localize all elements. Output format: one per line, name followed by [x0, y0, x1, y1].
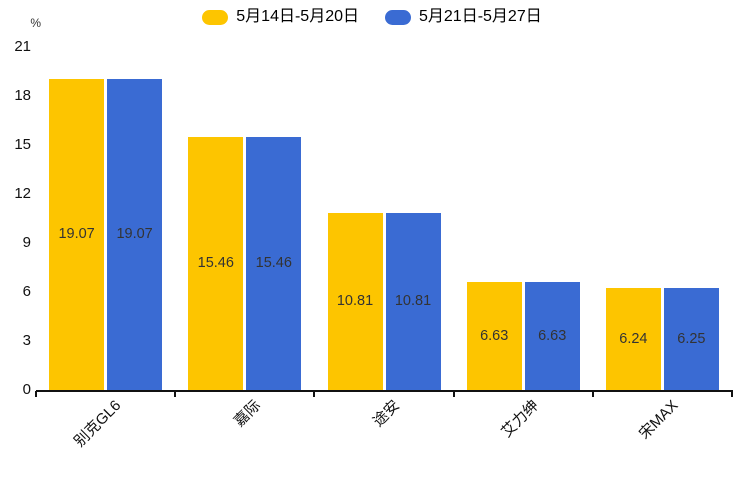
y-tick-label: 18	[14, 87, 31, 104]
bar-value-label: 6.25	[677, 330, 706, 347]
bar-value-label: 6.63	[480, 327, 509, 344]
y-tick-label: 0	[22, 381, 31, 398]
bar-value-label: 6.24	[619, 330, 648, 347]
x-category-label: 宋MAX	[635, 397, 682, 443]
y-axis-unit-label: %	[30, 16, 41, 30]
x-category-label: 艾力绅	[498, 397, 543, 441]
bar-5月21日-5月27日-别克GL6: 19.07	[107, 78, 163, 390]
y-tick-label: 21	[14, 38, 31, 55]
x-tick-mark	[313, 391, 316, 397]
y-tick-label: 6	[22, 283, 31, 300]
bar-5月14日-5月20日-宋MAX: 6.24	[605, 288, 661, 390]
y-tick-label: 12	[14, 185, 31, 202]
y-tick-label: 15	[14, 136, 31, 153]
y-tick-label: 3	[22, 332, 31, 349]
bar-value-label: 10.81	[394, 293, 432, 310]
legend-item-week2[interactable]: 5月21日-5月27日	[385, 9, 542, 25]
bar-value-label: 6.63	[538, 327, 567, 344]
legend-label-week1: 5月14日-5月20日	[236, 8, 359, 25]
x-tick-mark	[35, 391, 37, 397]
bar-value-label: 10.81	[336, 293, 374, 310]
x-tick-mark	[731, 391, 733, 397]
bar-5月14日-5月20日-嘉际: 15.46	[188, 137, 244, 390]
x-category-label: 途安	[369, 397, 404, 431]
bar-value-label: 19.07	[58, 226, 95, 242]
bar-5月21日-5月27日-途安: 10.81	[385, 213, 441, 390]
bar-value-label: 19.07	[116, 226, 153, 242]
x-tick-mark	[452, 391, 455, 397]
bar-value-label: 15.46	[197, 255, 234, 272]
legend-swatch-week1	[202, 9, 229, 25]
x-axis-line	[36, 390, 733, 392]
bar-5月21日-5月27日-嘉际: 15.46	[246, 137, 302, 390]
x-category-label: 嘉际	[230, 397, 264, 431]
bar-value-label: 15.46	[255, 255, 292, 272]
x-category-label: 别克GL6	[71, 397, 125, 451]
legend: 5月14日-5月20日 5月21日-5月27日	[0, 5, 744, 29]
bar-5月21日-5月27日-宋MAX: 6.25	[663, 287, 719, 390]
x-tick-mark	[174, 391, 177, 397]
bar-5月21日-5月27日-艾力绅: 6.63	[524, 281, 580, 390]
legend-item-week1[interactable]: 5月14日-5月20日	[202, 9, 359, 25]
bar-5月14日-5月20日-艾力绅: 6.63	[466, 281, 522, 390]
bar-5月14日-5月20日-别克GL6: 19.07	[49, 78, 105, 390]
legend-label-week2: 5月21日-5月27日	[419, 8, 542, 25]
bar-5月14日-5月20日-途安: 10.81	[327, 213, 383, 390]
y-tick-label: 9	[22, 234, 31, 251]
legend-swatch-week2	[385, 9, 411, 25]
x-tick-mark	[591, 391, 594, 397]
